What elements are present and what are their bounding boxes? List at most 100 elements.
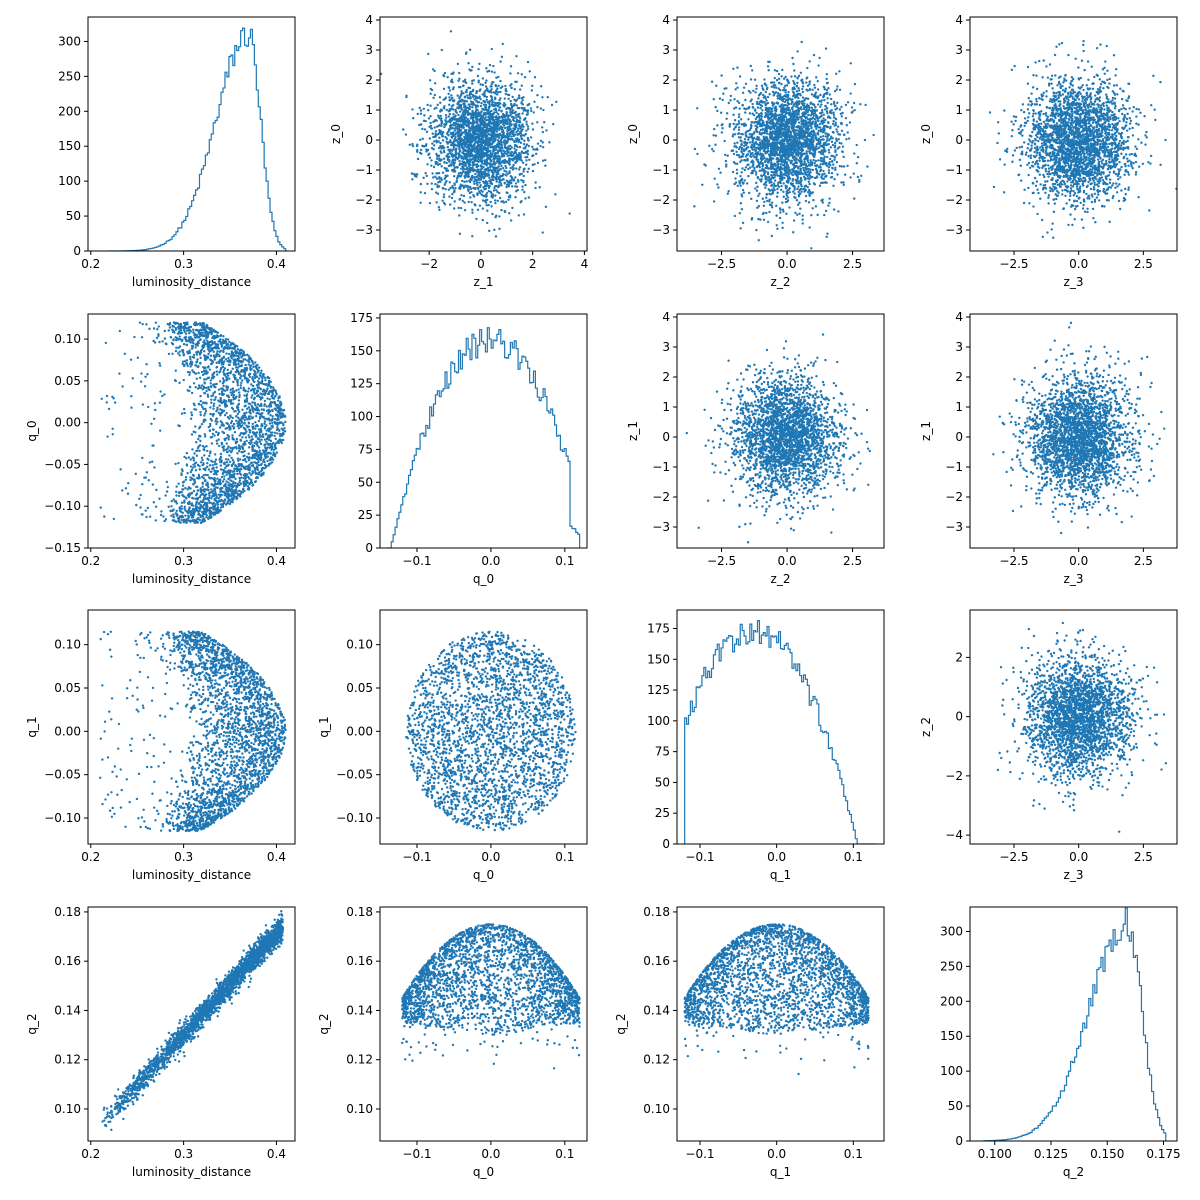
- scatter-point: [431, 172, 434, 175]
- scatter-point: [837, 138, 840, 141]
- scatter-point: [752, 142, 756, 145]
- scatter-point: [495, 130, 499, 133]
- scatter-point: [488, 119, 491, 122]
- scatter-point: [500, 164, 503, 168]
- scatter-point: [793, 192, 796, 195]
- scatter-point: [536, 142, 540, 145]
- scatter-point: [815, 114, 819, 118]
- scatter-point: [467, 189, 470, 193]
- scatter-point: [486, 130, 489, 134]
- scatter-point: [440, 158, 443, 161]
- scatter-point: [825, 88, 828, 92]
- scatter-point: [483, 152, 486, 155]
- scatter-point: [515, 116, 518, 119]
- scatter-point: [747, 136, 750, 139]
- scatter-point: [484, 116, 487, 119]
- scatter-point: [826, 135, 830, 138]
- scatter-point: [745, 153, 749, 156]
- scatter-point: [811, 168, 815, 172]
- scatter-point: [508, 148, 511, 151]
- scatter-point: [432, 120, 435, 124]
- scatter-point: [461, 165, 465, 168]
- scatter-point: [827, 151, 831, 154]
- scatter-point: [508, 163, 511, 166]
- scatter-point: [463, 115, 466, 119]
- scatter-point: [517, 115, 520, 118]
- scatter-point: [541, 141, 544, 144]
- scatter-point: [446, 145, 449, 149]
- y-tick: 4: [365, 13, 380, 27]
- scatter-point: [541, 231, 544, 234]
- scatter-point: [476, 101, 480, 104]
- scatter-point: [799, 132, 802, 136]
- scatter-point: [793, 111, 796, 114]
- scatter-point: [796, 92, 800, 96]
- scatter-point: [856, 155, 860, 159]
- scatter-point: [520, 73, 524, 76]
- scatter-point: [797, 147, 800, 150]
- scatter-point: [828, 160, 831, 164]
- scatter-point: [785, 171, 788, 175]
- scatter-point: [482, 186, 485, 189]
- scatter-point: [519, 153, 522, 157]
- scatter-point: [465, 90, 468, 94]
- scatter-point: [476, 156, 480, 159]
- scatter-point: [443, 183, 446, 186]
- scatter-point: [779, 165, 782, 169]
- scatter-point: [773, 109, 777, 112]
- y-tick-label: −2: [355, 193, 373, 207]
- scatter-point: [481, 83, 485, 87]
- scatter-point: [503, 139, 507, 142]
- scatter-point: [821, 201, 824, 204]
- scatter-point: [493, 228, 496, 232]
- scatter-point: [523, 106, 526, 110]
- scatter-point: [784, 110, 787, 113]
- scatter-point: [443, 161, 446, 164]
- scatter-point: [502, 103, 505, 107]
- scatter-point: [763, 78, 766, 81]
- scatter-point: [786, 106, 789, 110]
- scatter-point: [766, 150, 769, 153]
- scatter-point: [500, 110, 503, 113]
- scatter-point: [495, 188, 498, 192]
- scatter-point: [515, 190, 518, 193]
- scatter-point: [790, 75, 793, 78]
- scatter-point: [509, 131, 513, 134]
- scatter-point: [795, 84, 799, 88]
- scatter-point: [787, 179, 790, 183]
- scatter-point: [756, 158, 760, 162]
- scatter-point: [466, 140, 469, 144]
- scatter-point: [443, 203, 447, 206]
- scatter-point: [793, 185, 796, 188]
- scatter-point: [440, 165, 443, 168]
- scatter-point: [853, 197, 856, 200]
- scatter-point: [458, 198, 461, 201]
- scatter-point: [522, 96, 525, 99]
- scatter-point: [486, 146, 490, 150]
- scatter-point: [782, 182, 785, 185]
- scatter-point: [812, 114, 815, 117]
- scatter-point: [779, 163, 783, 166]
- scatter-point: [701, 183, 704, 186]
- scatter-point: [790, 144, 794, 148]
- scatter-point: [522, 170, 525, 173]
- scatter-point: [755, 127, 758, 131]
- scatter-point: [526, 170, 529, 173]
- scatter-point: [515, 167, 518, 170]
- scatter-point: [438, 175, 441, 179]
- scatter-point: [527, 167, 530, 171]
- scatter-point: [837, 133, 840, 136]
- scatter-point: [536, 121, 539, 124]
- scatter-point: [758, 124, 762, 128]
- axes-frame: [379, 16, 588, 252]
- scatter-point: [746, 141, 749, 145]
- scatter-point: [823, 92, 826, 96]
- scatter-point: [426, 148, 430, 152]
- scatter-point: [526, 113, 529, 116]
- scatter-point: [496, 199, 499, 203]
- scatter-point: [467, 173, 470, 176]
- scatter-point: [517, 94, 521, 97]
- scatter-point: [533, 76, 537, 79]
- scatter-point: [444, 119, 447, 122]
